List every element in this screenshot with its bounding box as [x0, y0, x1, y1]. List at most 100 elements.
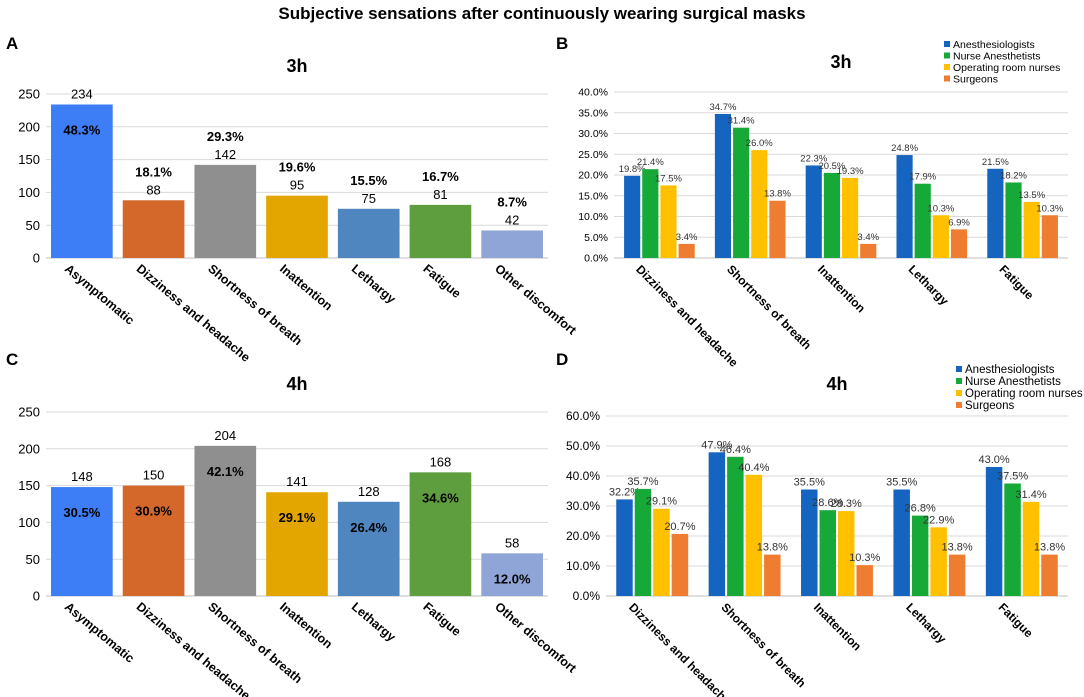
legend-swatch [956, 402, 962, 408]
bar [122, 485, 185, 596]
percent-label: 15.5% [350, 173, 387, 188]
data-label: 17.5% [655, 173, 682, 184]
bar [805, 165, 822, 258]
bar [714, 113, 732, 259]
category-label: Lethargy [349, 600, 398, 645]
legend-label: Nurse Anesthetists [953, 51, 1041, 63]
y-tick-label: 250 [18, 405, 40, 420]
bar [194, 164, 257, 258]
y-tick-label: 60.0% [566, 409, 600, 423]
y-tick-label: 0.0% [573, 589, 601, 603]
y-tick-label: 30.0% [566, 499, 600, 513]
bar [838, 511, 855, 596]
bar [745, 474, 763, 596]
bar [481, 230, 543, 258]
bar [896, 155, 913, 258]
data-label: 24.8% [891, 143, 918, 154]
data-label: 26.8% [905, 503, 936, 515]
percent-label: 29.1% [279, 510, 316, 525]
bar [860, 243, 877, 258]
category-label: Dizziness and headache [134, 262, 253, 365]
category-label: Asymptomatic [62, 600, 137, 666]
value-label: 141 [286, 474, 308, 489]
y-tick-label: 35.0% [578, 107, 608, 119]
bar [727, 456, 744, 596]
data-label: 40.4% [738, 462, 769, 474]
legend-swatch [944, 75, 950, 82]
category-label: Shortness of breath [718, 600, 808, 690]
bar [764, 554, 781, 596]
y-tick-label: 10.0% [578, 211, 608, 223]
percent-label: 26.4% [350, 520, 387, 535]
bar [678, 243, 695, 258]
bar [914, 183, 931, 258]
y-tick-label: 0 [33, 251, 40, 266]
legend-label: Operating room nurses [965, 388, 1083, 400]
value-label: 95 [290, 178, 304, 193]
y-tick-label: 0.0% [584, 253, 608, 265]
category-label: Lethargy [906, 262, 952, 308]
bar [819, 510, 836, 596]
bar [642, 169, 659, 258]
bar [948, 554, 966, 596]
data-label: 35.5% [886, 477, 917, 489]
legend-swatch [944, 41, 950, 47]
y-tick-label: 50 [26, 218, 40, 233]
category-label: Fatigue [996, 262, 1036, 302]
category-label: Asymptomatic [62, 262, 137, 328]
data-label: 20.7% [664, 521, 695, 533]
bar [266, 492, 328, 596]
percent-label: 19.6% [279, 160, 316, 175]
value-label: 234 [71, 86, 93, 101]
data-label: 17.9% [909, 172, 936, 183]
legend-label: Anesthesiologists [953, 39, 1035, 51]
legend-swatch [956, 390, 962, 396]
y-tick-label: 5.0% [584, 232, 608, 244]
legend-swatch [956, 366, 962, 372]
data-label: 28.6% [812, 497, 843, 509]
bar [634, 488, 652, 596]
data-label: 3.4% [676, 232, 698, 243]
legend-swatch [944, 52, 950, 59]
category-label: Lethargy [903, 600, 949, 646]
category-label: Inattention [815, 262, 868, 315]
y-tick-label: 40.0% [578, 87, 608, 99]
data-label: 13.8% [942, 542, 973, 554]
data-label: 6.9% [948, 217, 970, 228]
legend-label: Surgeons [953, 74, 998, 86]
bar [409, 472, 472, 596]
bar [1041, 215, 1058, 258]
bar [337, 208, 400, 258]
data-label: 35.7% [627, 476, 658, 488]
chart-d: 4h 0.0% 10.0% 20.0% 30.0% 40.0% 50.0% 60.0% 32.2… [566, 364, 1083, 697]
value-label: 150 [143, 468, 165, 483]
bar [930, 527, 947, 596]
bar [1041, 554, 1058, 596]
data-label: 22.3% [800, 153, 827, 164]
percent-label: 30.9% [135, 504, 172, 519]
y-tick-label: 150 [18, 152, 40, 167]
y-tick-label: 30.0% [578, 128, 608, 140]
data-label: 26.0% [746, 138, 773, 149]
data-label: 3.4% [857, 232, 879, 243]
bar [769, 200, 786, 258]
bar [653, 508, 670, 596]
bar [1004, 483, 1021, 596]
value-label: 58 [505, 535, 519, 550]
chart-c: 4h 0 50 100 150 200 250 148 30.5% Asymptomatic 150… [18, 374, 579, 697]
percent-label: 8.7% [497, 194, 527, 209]
data-label: 10.3% [849, 552, 880, 564]
data-label: 46.4% [720, 444, 751, 456]
bar [985, 467, 1003, 596]
bar [950, 229, 968, 258]
legend-label: Nurse Anesthetists [965, 376, 1061, 388]
category-label: Other discomfort [492, 262, 579, 338]
bar [337, 501, 400, 596]
value-label: 75 [361, 191, 375, 206]
bar [409, 204, 472, 258]
data-label: 34.7% [709, 102, 736, 113]
y-tick-label: 200 [18, 441, 40, 456]
legend-label: Surgeons [965, 400, 1014, 412]
data-label: 31.4% [728, 116, 755, 127]
